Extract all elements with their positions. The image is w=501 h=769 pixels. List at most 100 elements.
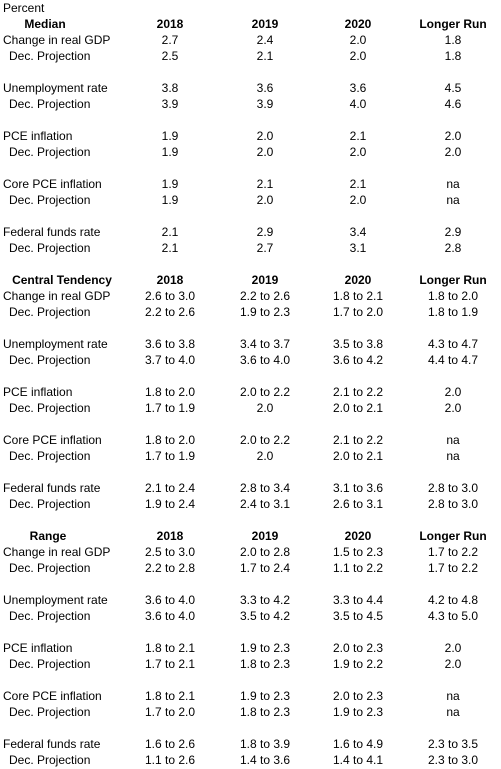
row-label: PCE inflation	[3, 129, 73, 143]
cell: 1.8	[444, 33, 462, 47]
cell: 3.1 to 3.6	[332, 481, 384, 495]
row-label: Federal funds rate	[3, 737, 101, 751]
row-label: Unemployment rate	[3, 81, 108, 95]
cell: 3.6	[256, 81, 274, 95]
cell: 2.9	[444, 225, 462, 239]
section-header: Median	[24, 17, 66, 31]
cell: 4.3 to 4.7	[427, 337, 479, 351]
cell: 2.7	[161, 33, 179, 47]
column-header: 2018	[156, 17, 184, 31]
row-label: Unemployment rate	[3, 593, 108, 607]
row-label: Core PCE inflation	[3, 433, 102, 447]
cell: 2.0	[256, 193, 274, 207]
cell: 1.7 to 2.2	[427, 561, 479, 575]
cell: 1.6 to 4.9	[332, 737, 384, 751]
cell: 1.9 to 2.3	[239, 305, 291, 319]
cell: 2.5 to 3.0	[144, 545, 196, 559]
cell: 2.3 to 3.5	[427, 737, 479, 751]
section-header: Range	[29, 529, 67, 543]
cell: 1.9 to 2.3	[239, 641, 291, 655]
cell: 1.9 to 2.4	[144, 497, 196, 511]
cell: 2.0	[444, 401, 462, 415]
cell: 2.0	[256, 129, 274, 143]
cell: 2.0 to 2.3	[332, 689, 384, 703]
cell: 2.0	[444, 657, 462, 671]
cell: na	[446, 689, 460, 703]
cell: 2.0 to 2.3	[332, 641, 384, 655]
row-label: PCE inflation	[3, 385, 73, 399]
cell: 2.5	[161, 49, 179, 63]
cell: 3.6 to 4.2	[332, 353, 384, 367]
cell: 2.8	[444, 241, 462, 255]
cell: 2.1	[349, 177, 367, 191]
cell: na	[446, 449, 460, 463]
cell: 4.0	[349, 97, 367, 111]
column-header: 2020	[344, 273, 372, 287]
unit-label: Percent	[3, 1, 45, 15]
cell: 3.9	[256, 97, 274, 111]
row-label: Change in real GDP	[3, 545, 111, 559]
cell: 2.6 to 3.0	[144, 289, 196, 303]
cell: 1.7 to 2.2	[427, 545, 479, 559]
cell: 1.9	[161, 193, 179, 207]
cell: 1.6 to 2.6	[144, 737, 196, 751]
cell: 1.8 to 2.1	[144, 641, 196, 655]
cell: 2.1	[256, 177, 274, 191]
column-header: 2020	[344, 17, 372, 31]
row-label: Unemployment rate	[3, 337, 108, 351]
cell: 3.5 to 4.2	[239, 609, 291, 623]
cell: 1.5 to 2.3	[332, 545, 384, 559]
cell: na	[446, 177, 460, 191]
cell: 3.4	[349, 225, 367, 239]
cell: 2.6 to 3.1	[332, 497, 384, 511]
cell: 1.8 to 2.3	[239, 705, 291, 719]
cell: 1.4 to 3.6	[239, 753, 291, 767]
cell: 2.4	[256, 33, 274, 47]
cell: 1.1 to 2.2	[332, 561, 384, 575]
cell: 3.6	[349, 81, 367, 95]
cell: 1.8 to 3.9	[239, 737, 291, 751]
cell: 1.9	[161, 145, 179, 159]
sub-row-label: Dec. Projection	[9, 561, 91, 575]
cell: 2.0 to 2.2	[239, 385, 291, 399]
cell: 2.2 to 2.6	[144, 305, 196, 319]
row-label: Federal funds rate	[3, 225, 101, 239]
cell: 2.0	[349, 145, 367, 159]
row-label: Core PCE inflation	[3, 689, 102, 703]
cell: 2.0	[349, 193, 367, 207]
cell: 2.0	[444, 385, 462, 399]
cell: na	[446, 193, 460, 207]
cell: 1.8 to 2.1	[144, 689, 196, 703]
column-header: 2019	[251, 273, 279, 287]
cell: 1.9	[161, 129, 179, 143]
cell: 3.8	[161, 81, 179, 95]
cell: 1.7 to 2.0	[332, 305, 384, 319]
cell: 2.0	[349, 49, 367, 63]
column-header: 2018	[156, 273, 184, 287]
cell: 2.1 to 2.4	[144, 481, 196, 495]
cell: 2.0	[349, 33, 367, 47]
row-label: Change in real GDP	[3, 33, 111, 47]
cell: 1.7 to 1.9	[144, 449, 196, 463]
cell: 1.8 to 2.0	[144, 385, 196, 399]
sub-row-label: Dec. Projection	[9, 497, 91, 511]
cell: 3.6 to 4.0	[144, 609, 196, 623]
cell: 1.9 to 2.3	[239, 689, 291, 703]
cell: 2.4 to 3.1	[239, 497, 291, 511]
cell: 2.1	[161, 225, 179, 239]
row-label: Federal funds rate	[3, 481, 101, 495]
column-header: 2019	[251, 529, 279, 543]
sub-row-label: Dec. Projection	[9, 753, 91, 767]
cell: 2.1	[161, 241, 179, 255]
cell: 3.6 to 4.0	[239, 353, 291, 367]
cell: 3.6 to 4.0	[144, 593, 196, 607]
cell: 4.5	[444, 81, 462, 95]
cell: 2.0	[256, 145, 274, 159]
cell: 2.2 to 2.8	[144, 561, 196, 575]
cell: 1.8 to 2.0	[144, 433, 196, 447]
cell: 2.8 to 3.4	[239, 481, 291, 495]
cell: 1.8	[444, 49, 462, 63]
cell: 1.8 to 1.9	[427, 305, 479, 319]
cell: 1.7 to 2.1	[144, 657, 196, 671]
